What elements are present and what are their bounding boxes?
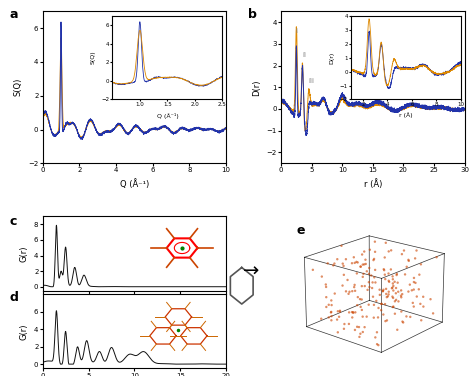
Text: i: i xyxy=(295,28,297,34)
Text: c: c xyxy=(9,215,17,228)
Text: →: → xyxy=(243,261,259,280)
Text: e: e xyxy=(297,224,305,237)
Y-axis label: S(Q): S(Q) xyxy=(14,78,23,97)
Text: iii: iii xyxy=(308,78,314,84)
Text: a: a xyxy=(9,8,18,21)
Text: d: d xyxy=(9,291,18,304)
Y-axis label: G(r): G(r) xyxy=(19,245,28,262)
Text: ii: ii xyxy=(302,52,306,58)
Text: b: b xyxy=(248,8,257,21)
X-axis label: Q (Å⁻¹): Q (Å⁻¹) xyxy=(120,179,149,189)
Y-axis label: G(r): G(r) xyxy=(19,323,28,340)
X-axis label: r (Å): r (Å) xyxy=(364,179,382,189)
Y-axis label: D(r): D(r) xyxy=(252,79,261,96)
